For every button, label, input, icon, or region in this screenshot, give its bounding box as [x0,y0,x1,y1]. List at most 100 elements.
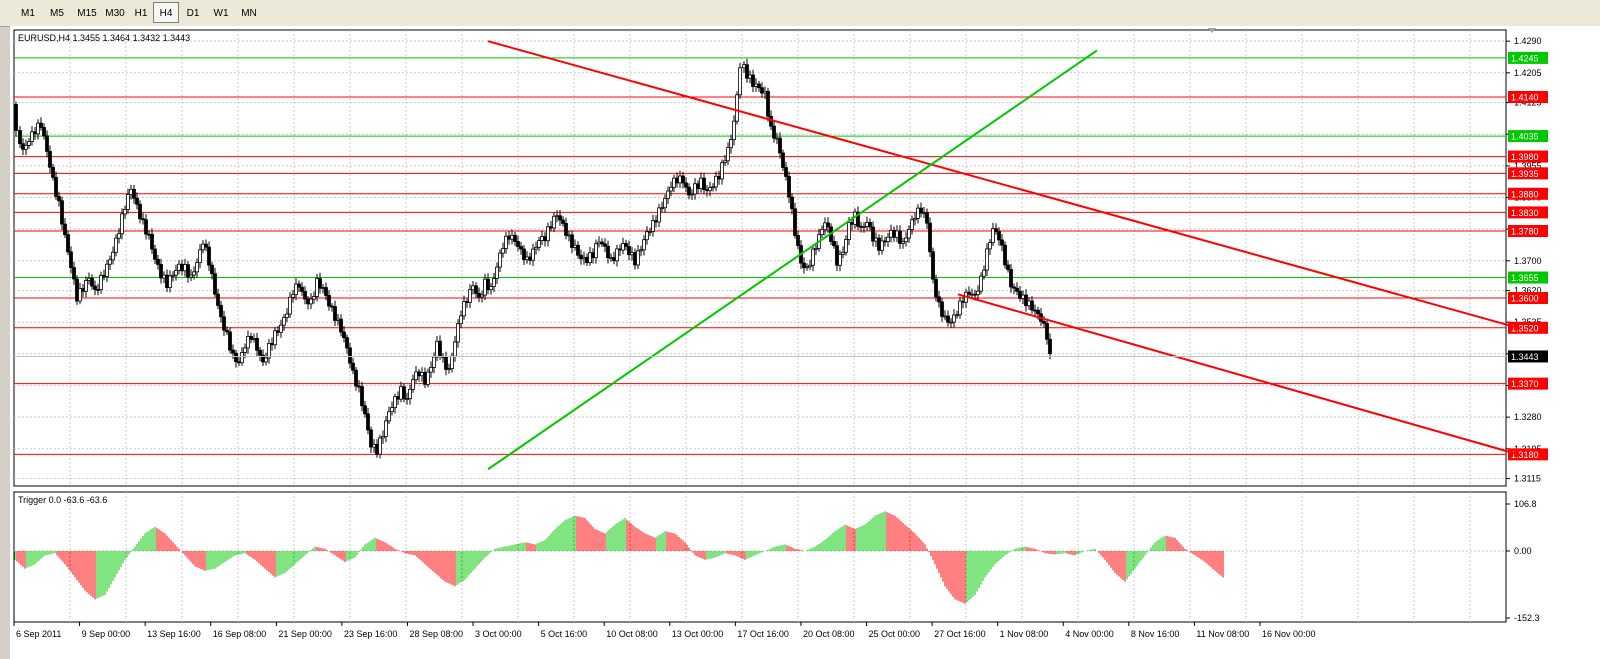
timeframe-m1-button[interactable]: M1 [21,8,35,19]
date-axis-label: 6 Sep 2011 [16,629,61,639]
timeframe-h1-button[interactable]: H1 [134,8,148,19]
candle-body [99,274,103,290]
candle-body [796,235,800,246]
candle-body [820,229,824,236]
chart-window[interactable]: 1.42901.42051.41251.40401.39551.38701.37… [10,26,1600,659]
candle-body [639,249,643,252]
candle-body [985,248,989,271]
candle-body [474,285,478,294]
current-price-label: 1.3443 [1511,352,1539,362]
candle-body [363,405,367,415]
candle-body [675,177,679,184]
candle-body [832,241,836,247]
indicator-axis-tick-label: -152.3 [1514,613,1540,623]
candle-body [606,245,610,259]
candle-body [621,243,625,251]
candle-body [946,315,950,323]
candle-body [763,90,767,94]
candle-body [970,293,974,296]
candle-body [156,258,160,265]
candle-body [267,343,271,359]
candle-body [826,222,830,228]
timeframe-m30-button[interactable]: M30 [105,8,125,19]
main-chart-header: EURUSD,H4 1.3455 1.3464 1.3432 1.3443 [18,33,190,43]
candle-body [51,166,55,178]
candle-body [102,274,106,277]
candle-body [678,175,682,184]
candle-body [967,291,971,295]
candle-body [120,213,124,235]
candle-body [276,330,280,333]
candle-body [531,248,535,261]
date-axis-label: 1 Nov 08:00 [1000,629,1049,639]
candle-body [243,347,247,353]
candle-body [366,413,370,431]
timeframe-m15-button[interactable]: M15 [77,8,97,19]
level-price-tag [1508,130,1548,143]
candle-body [1000,239,1004,246]
indicator-axis-tick-label: 0.00 [1514,546,1532,556]
candle-body [240,352,244,364]
candle-body [483,278,487,296]
candle-body [123,209,127,215]
timeframe-d1-button[interactable]: D1 [186,8,200,19]
candle-body [949,321,953,324]
price-chart[interactable]: 1.42901.42051.41251.40401.39551.38701.37… [10,26,1600,659]
date-axis-label: 5 Oct 16:00 [541,629,588,639]
candle-body [294,283,298,296]
candle-body [895,230,899,238]
candle-body [486,278,490,291]
candle-body [603,243,607,247]
candle-body [492,278,496,287]
candle-body [877,237,881,251]
candle-body [357,385,361,388]
candle-body [561,219,565,224]
candle-body [657,207,661,223]
candle-body [1048,338,1052,355]
candle-body [309,298,313,305]
candle-body [225,329,229,333]
candle-body [339,318,343,333]
candle-body [336,318,340,321]
candle-body [934,278,938,298]
level-price-label: 1.3520 [1511,323,1539,333]
date-axis-label: 28 Sep 08:00 [409,629,463,639]
candle-body [702,177,706,190]
candle-body [480,294,484,298]
candle-body [297,283,301,288]
candle-body [1006,264,1010,270]
candle-body [805,266,809,269]
price-axis-tick-label: 1.3620 [1514,286,1542,296]
level-price-tag [1508,448,1548,461]
timeframe-mn-button[interactable]: MN [241,8,257,19]
timeframe-toolbar: M1 M5 M15 M30 H1 H4 D1 W1 MN [0,0,1600,27]
candle-body [519,246,523,250]
candle-body [994,228,998,232]
candle-body [237,361,241,364]
candle-body [264,357,268,363]
candle-body [183,264,187,272]
date-axis-label: 8 Nov 16:00 [1131,629,1180,639]
candle-body [738,67,742,96]
candle-body [429,366,433,373]
candle-body [666,190,670,199]
timeframe-m5-button[interactable]: M5 [50,8,64,19]
indicator-header: Trigger 0.0 -63.6 -63.6 [18,495,107,505]
candle-body [928,222,932,253]
candle-body [234,352,238,363]
candle-body [651,220,655,232]
level-price-tag [1508,225,1548,238]
timeframe-h4-button[interactable]: H4 [153,2,179,23]
candle-body [1003,244,1007,266]
price-axis-tick-label: 1.4205 [1514,68,1542,78]
candle-body [507,235,511,240]
candle-body [135,197,139,205]
candle-body [195,262,199,273]
candle-body [495,266,499,279]
candle-body [549,226,553,229]
timeframe-w1-button[interactable]: W1 [213,8,229,19]
candle-body [303,291,307,300]
candle-body [306,298,310,305]
candle-body [573,244,577,248]
candle-body [372,443,376,448]
